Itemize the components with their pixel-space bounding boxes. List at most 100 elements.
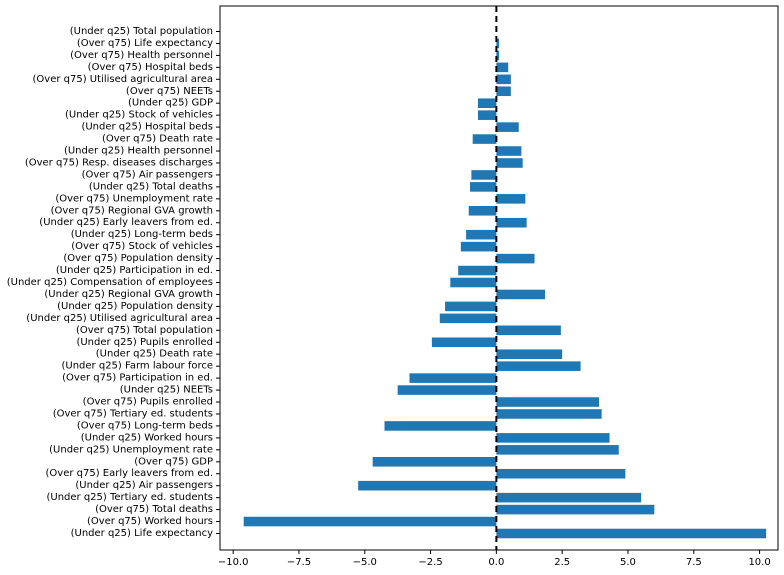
y-tick-label: (Over q75) Population density	[63, 253, 213, 264]
y-tick-label: (Under q25) Health personnel	[64, 146, 213, 157]
bar	[496, 445, 619, 455]
y-tick-label: (Under q25) Unemployment rate	[49, 444, 213, 455]
x-axis: −10.0 −7.5 −5.0 −2.5 0.0 2.5 5.0 7.5 10.0	[218, 550, 771, 568]
y-tick-label: (Under q25) Population density	[57, 301, 213, 312]
bar	[384, 421, 497, 431]
y-tick-label: (Under q25) Pupils enrolled	[76, 337, 213, 348]
y-tick-label: (Over q75) Regional GVA growth	[51, 205, 213, 216]
bar	[496, 38, 499, 49]
y-tick-label: (Over q75) Tertiary ed. students	[53, 408, 213, 419]
bar	[496, 361, 581, 371]
y-tick-label: (Under q25) Utilised agricultural area	[26, 313, 213, 324]
bar	[496, 74, 511, 85]
y-tick-label: (Over q75) Total population	[76, 325, 213, 336]
bar	[439, 313, 497, 324]
y-tick-label: (Over q75) NEETs	[126, 86, 213, 97]
x-tick-label: 0.0	[488, 557, 504, 568]
y-tick-label: (Over q75) Total deaths	[95, 504, 213, 515]
bar	[460, 241, 497, 252]
bar	[496, 62, 509, 73]
y-tick-label: (Under q25) Farm labour force	[62, 361, 214, 372]
y-tick-label: (Over q75) Resp. diseases discharges	[25, 157, 213, 168]
plot-frame	[219, 5, 779, 551]
bar	[372, 457, 497, 467]
bar	[496, 86, 511, 97]
bar	[496, 528, 767, 539]
y-axis: (Under q25) Life expectancy(Over q75) Wo…	[7, 26, 220, 539]
y-tick-label: (Over q75) Participation in ed.	[62, 373, 213, 384]
y-tick-label: (Under q25) Death rate	[96, 349, 213, 360]
x-tick-label: 2.5	[554, 557, 570, 568]
y-tick-label: (Under q25) Life expectancy	[71, 528, 213, 539]
bar	[496, 122, 519, 132]
bar	[496, 349, 563, 359]
y-tick-label: (Over q75) Pupils enrolled	[83, 397, 213, 408]
bar	[472, 134, 497, 144]
y-tick-label: (Over q75) Unemployment rate	[55, 193, 213, 204]
x-tick-label: 5.0	[620, 557, 636, 568]
y-tick-label: (Under q25) Worked hours	[81, 432, 213, 443]
y-tick-label: (Under q25) Early leavers from ed.	[39, 217, 213, 228]
bar	[496, 325, 561, 336]
bar	[466, 229, 497, 240]
x-tick-label: −2.5	[418, 557, 442, 568]
y-tick-label: (Over q75) Utilised agricultural area	[33, 74, 213, 85]
bar	[471, 170, 497, 180]
bar	[496, 217, 527, 228]
x-tick-label: −7.5	[287, 557, 311, 568]
bar	[496, 194, 526, 204]
y-tick-label: (Over q75) Stock of vehicles	[71, 241, 213, 252]
x-tick-label: 10.0	[748, 557, 770, 568]
bar	[496, 253, 535, 264]
bar	[458, 265, 497, 276]
y-tick-label: (Under q25) Participation in ed.	[56, 265, 213, 276]
y-tick-label: (Over q75) Life expectancy	[77, 38, 213, 49]
bar	[409, 373, 497, 383]
bar	[470, 182, 497, 192]
bar	[243, 516, 497, 527]
y-tick-label: (Under q25) Total population	[70, 26, 213, 37]
y-tick-label: (Under q25) Total deaths	[89, 181, 213, 192]
bar	[358, 480, 497, 491]
bars-group	[243, 26, 767, 539]
y-tick-label: (Under q25) Tertiary ed. students	[46, 492, 213, 503]
bar	[496, 468, 626, 479]
bar	[477, 98, 497, 108]
y-tick-label: (Over q75) Early leavers from ed.	[46, 468, 213, 479]
y-tick-label: (Over q75) Long-term beds	[77, 420, 213, 431]
x-tick-label: −10.0	[218, 557, 249, 568]
bar	[431, 337, 497, 348]
bar	[468, 206, 497, 216]
y-tick-label: (Under q25) Air passengers	[75, 480, 213, 491]
plot-area	[220, 6, 778, 550]
bar	[496, 492, 642, 503]
y-tick-label: (Over q75) Health personnel	[70, 50, 213, 61]
bar	[496, 158, 523, 168]
bar	[496, 397, 600, 407]
bar	[477, 110, 497, 120]
y-tick-label: (Under q25) Hospital beds	[81, 122, 213, 133]
y-tick-label: (Over q75) GDP	[134, 456, 213, 467]
bar	[445, 301, 497, 312]
bar	[496, 50, 499, 61]
y-tick-label: (Over q75) Death rate	[102, 134, 213, 145]
y-tick-label: (Under q25) Compensation of employees	[7, 277, 213, 288]
x-tick-label: −5.0	[353, 557, 377, 568]
bar	[496, 504, 655, 515]
bar	[496, 409, 602, 419]
y-tick-label: (Under q25) Regional GVA growth	[44, 289, 213, 300]
y-tick-label: (Under q25) Long-term beds	[71, 229, 213, 240]
y-tick-label: (Over q75) Worked hours	[87, 516, 213, 527]
bar	[496, 146, 522, 156]
x-tick-label: 7.5	[686, 557, 702, 568]
y-tick-label: (Over q75) Air passengers	[82, 169, 213, 180]
y-tick-label: (Under q25) Stock of vehicles	[65, 110, 213, 121]
bar	[450, 277, 497, 288]
bar	[496, 433, 610, 443]
y-tick-label: (Over q75) Hospital beds	[88, 62, 213, 73]
bar	[496, 289, 546, 300]
y-tick-label: (Under q25) NEETs	[120, 385, 213, 396]
bar	[397, 385, 497, 395]
y-tick-label: (Under q25) GDP	[128, 98, 213, 109]
